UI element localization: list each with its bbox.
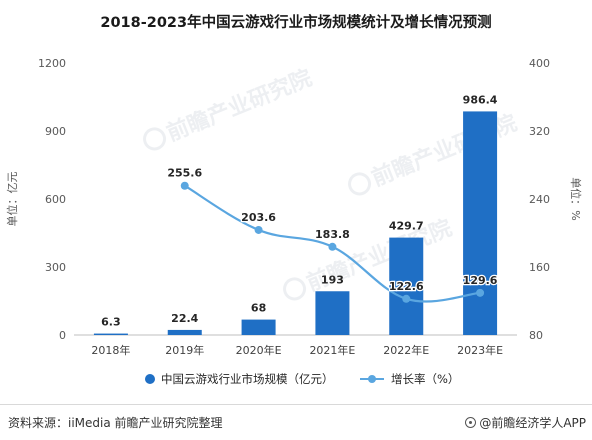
legend-bar-marker	[145, 374, 155, 384]
y-right-tick-label: 400	[529, 57, 550, 70]
x-tick-label: 2020年E	[236, 343, 282, 357]
growth-point	[328, 242, 337, 251]
chart-title: 2018-2023年中国云游戏行业市场规模统计及增长情况预测	[100, 13, 491, 31]
growth-point	[254, 225, 263, 234]
bar-value-label: 193	[321, 273, 344, 286]
bar-value-label: 986.4	[463, 93, 498, 106]
watermark-logo-icon	[283, 277, 307, 301]
growth-point	[476, 288, 485, 297]
y-left-tick-label: 600	[45, 193, 66, 206]
bar-series	[93, 111, 498, 335]
bar	[463, 111, 498, 335]
growth-point	[180, 181, 189, 190]
bar-value-label: 22.4	[171, 312, 198, 325]
growth-value-label: 255.6	[167, 167, 202, 180]
y-left-tick-label: 300	[45, 261, 66, 274]
watermark-text: 前瞻产业研究院	[163, 65, 316, 147]
brand-text: @前瞻经济学人APP	[479, 416, 586, 430]
footer-divider	[0, 404, 592, 405]
y-left-tick-label: 900	[45, 125, 66, 138]
growth-value-label: 183.8	[315, 228, 350, 241]
watermark: 前瞻产业研究院	[143, 65, 316, 151]
legend-bar-label: 中国云游戏行业市场规模（亿元）	[161, 372, 334, 386]
data-labels: 6.3 22.4 68 193 429.7 986.4 255.6 203.6 183.8 122…	[101, 93, 499, 329]
legend-line-marker	[368, 375, 376, 383]
footer: 资料来源：iiMedia 前瞻产业研究院整理 @前瞻经济学人APP	[0, 404, 592, 440]
x-tick-label: 2022年E	[383, 343, 429, 357]
source-note: 资料来源：iiMedia 前瞻产业研究院整理	[8, 416, 223, 430]
y-right-tick-label: 240	[529, 193, 550, 206]
y-right-tick-label: 160	[529, 261, 550, 274]
bar-value-label: 429.7	[389, 220, 424, 233]
line-series	[180, 181, 485, 303]
brand-credit: @前瞻经济学人APP	[465, 414, 586, 431]
x-tick-label: 2023年E	[457, 343, 503, 357]
legend-line-label: 增长率（%）	[391, 372, 459, 386]
bar	[315, 291, 350, 335]
bar	[389, 237, 424, 335]
bar	[93, 333, 128, 335]
axes: 0 300 600 900 1200 80 160 240 320 400 单位：亿元 单位：% 201…	[5, 57, 583, 357]
growth-value-label: 122.6	[389, 280, 424, 293]
growth-point	[402, 294, 411, 303]
y-right-tick-label: 80	[529, 329, 543, 342]
x-tick-label: 2021年E	[309, 343, 355, 357]
bar	[167, 329, 202, 335]
y-right-axis-title: 单位：%	[569, 177, 583, 220]
watermark-logo-icon	[348, 172, 372, 196]
growth-value-label: 203.6	[241, 211, 276, 224]
watermark-text: 前瞻产业研究院	[368, 110, 521, 192]
watermark: 前瞻产业研究院	[283, 215, 456, 301]
bar-value-label: 68	[251, 302, 266, 315]
y-left-tick-label: 1200	[38, 57, 66, 70]
x-tick-label: 2018年	[91, 343, 130, 357]
y-left-tick-label: 0	[59, 329, 66, 342]
y-left-axis-title: 单位：亿元	[5, 172, 19, 227]
brand-logo-icon	[465, 417, 477, 428]
watermark-logo-icon	[143, 127, 167, 151]
legend: 中国云游戏行业市场规模（亿元） 增长率（%）	[145, 372, 459, 386]
growth-value-label: 129.6	[463, 274, 498, 287]
y-right-tick-label: 320	[529, 125, 550, 138]
bar	[241, 319, 276, 335]
bar-value-label: 6.3	[101, 316, 121, 329]
x-tick-label: 2019年	[165, 343, 204, 357]
